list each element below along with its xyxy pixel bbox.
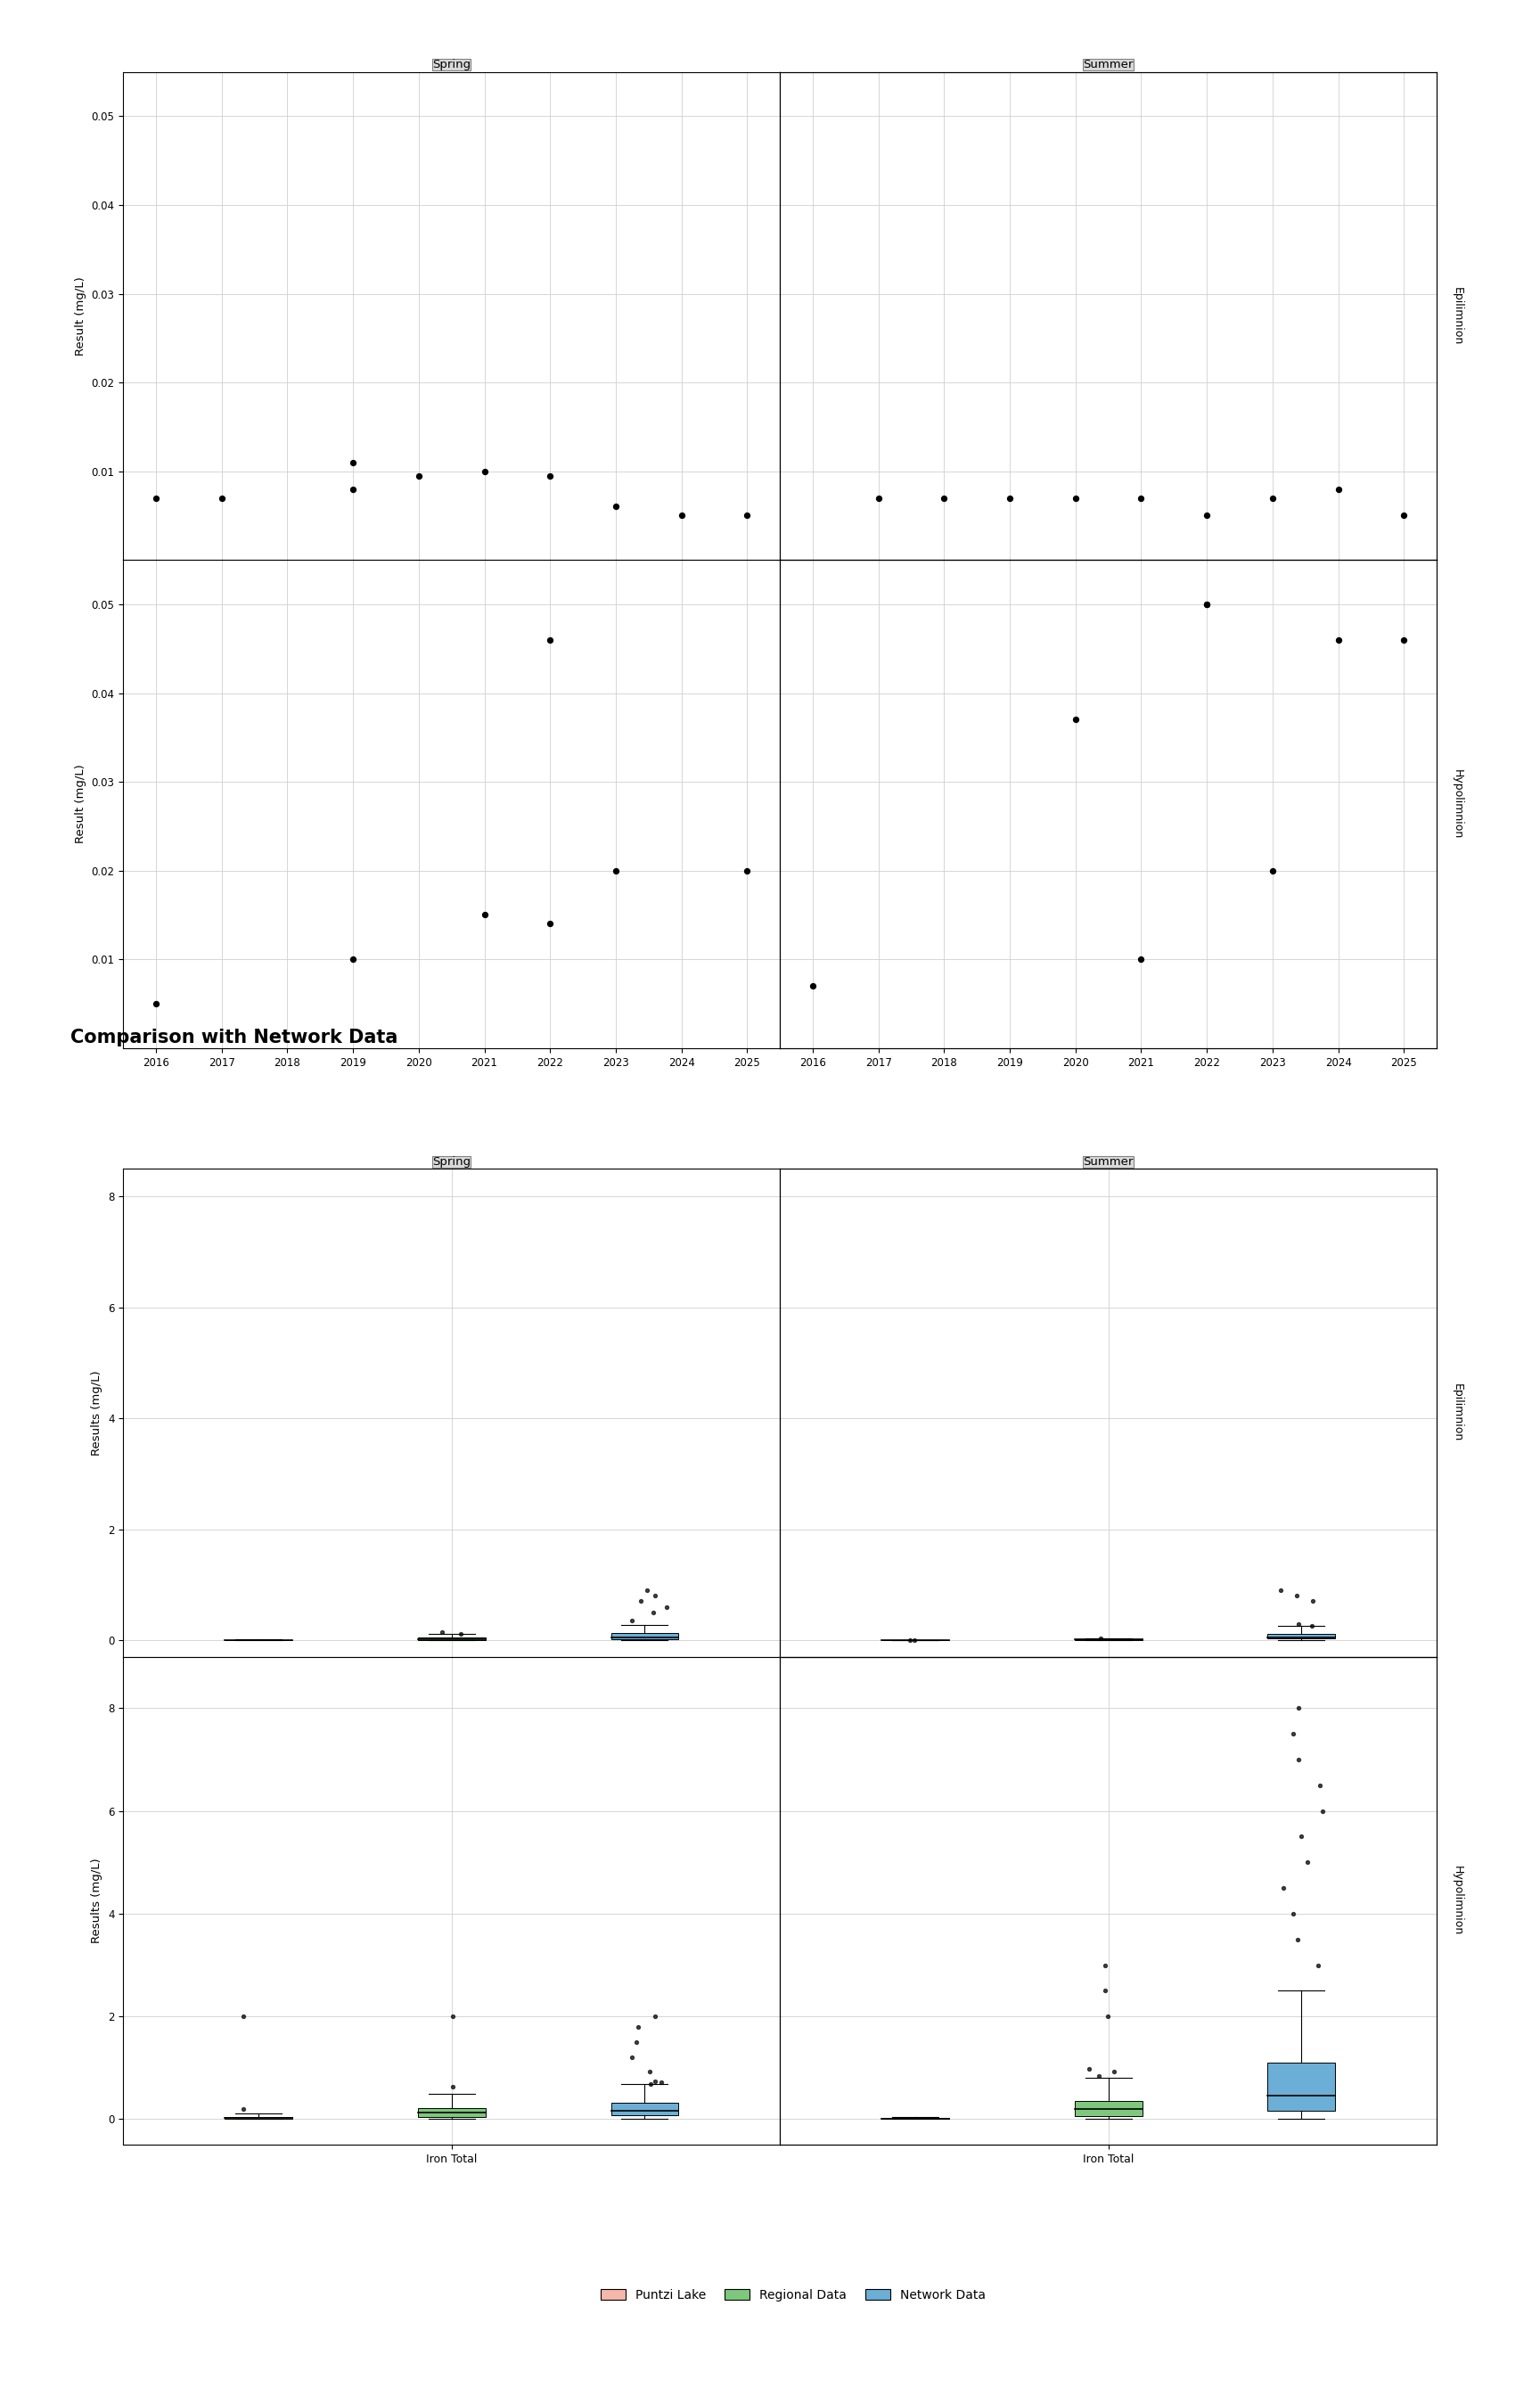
Point <box>340 939 365 978</box>
Point <box>1195 496 1220 534</box>
Point <box>604 486 628 525</box>
Point <box>340 443 365 482</box>
Y-axis label: Results (mg/L): Results (mg/L) <box>91 1371 103 1454</box>
Point <box>654 1589 679 1627</box>
Y-axis label: Hypolimnion: Hypolimnion <box>1452 769 1463 839</box>
Point <box>473 453 497 491</box>
Point <box>1076 2049 1101 2087</box>
Point <box>1103 2053 1127 2092</box>
Point <box>642 1998 667 2037</box>
Y-axis label: Epilimnion: Epilimnion <box>1452 1382 1463 1442</box>
Point <box>1286 1919 1311 1958</box>
Point <box>231 2089 256 2128</box>
Bar <box>1267 2063 1335 2111</box>
Point <box>1307 1766 1332 1804</box>
Legend: Puntzi Lake, Regional Data, Network Data: Puntzi Lake, Regional Data, Network Data <box>596 2283 990 2305</box>
Point <box>1286 1605 1311 1644</box>
Point <box>340 470 365 508</box>
Point <box>642 2063 667 2101</box>
Point <box>1306 1946 1331 1984</box>
Point <box>473 896 497 934</box>
Point <box>430 1613 454 1651</box>
Title: Spring: Spring <box>433 60 471 72</box>
Point <box>1195 585 1220 623</box>
Point <box>624 2022 648 2061</box>
Point <box>1300 1605 1324 1644</box>
Point <box>735 851 759 889</box>
Point <box>619 2039 644 2077</box>
Point <box>628 1581 653 1620</box>
Point <box>619 1603 644 1641</box>
Point <box>641 1593 665 1632</box>
Point <box>1093 1972 1118 2010</box>
Point <box>1280 1716 1304 1754</box>
Point <box>407 458 431 496</box>
Point <box>638 2053 662 2092</box>
Point <box>1326 621 1351 659</box>
Point <box>865 479 890 518</box>
Point <box>1311 1792 1335 1831</box>
Point <box>639 2065 664 2104</box>
Point <box>642 1577 667 1615</box>
Point <box>209 479 234 518</box>
Point <box>1089 1620 1113 1658</box>
Point <box>537 621 562 659</box>
Bar <box>611 2104 679 2116</box>
Title: Spring: Spring <box>433 1157 471 1167</box>
Point <box>1129 479 1153 518</box>
Point <box>440 1998 465 2037</box>
Title: Summer: Summer <box>1083 1157 1133 1167</box>
Point <box>1096 1998 1121 2037</box>
Point <box>634 1572 659 1610</box>
Point <box>1286 1739 1311 1778</box>
Point <box>1326 470 1351 508</box>
Point <box>1392 621 1417 659</box>
Y-axis label: Result (mg/L): Result (mg/L) <box>75 764 86 843</box>
Point <box>627 2008 651 2046</box>
Point <box>1289 1819 1314 1857</box>
Point <box>668 496 693 534</box>
Point <box>231 1998 256 2037</box>
Y-axis label: Hypolimnion: Hypolimnion <box>1452 1866 1463 1936</box>
Point <box>648 2063 673 2101</box>
Bar <box>1075 2101 1143 2116</box>
Point <box>1300 1581 1324 1620</box>
Y-axis label: Epilimnion: Epilimnion <box>1452 288 1463 345</box>
Title: Summer: Summer <box>1083 60 1133 72</box>
Point <box>1063 700 1087 738</box>
Point <box>1295 1843 1320 1881</box>
Point <box>1284 1577 1309 1615</box>
Point <box>1063 479 1087 518</box>
Point <box>998 479 1023 518</box>
Point <box>1269 1572 1294 1610</box>
Point <box>143 479 168 518</box>
Point <box>1093 1946 1118 1984</box>
Point <box>1260 851 1284 889</box>
Point <box>1286 1689 1311 1728</box>
Text: Comparison with Network Data: Comparison with Network Data <box>71 1028 397 1047</box>
Point <box>801 966 825 1004</box>
Point <box>1195 585 1220 623</box>
Bar <box>1267 1634 1335 1639</box>
Point <box>1272 1869 1297 1907</box>
Point <box>1260 479 1284 518</box>
Point <box>440 2068 465 2106</box>
Point <box>932 479 956 518</box>
Point <box>1129 939 1153 978</box>
Point <box>735 496 759 534</box>
Point <box>448 1615 473 1653</box>
Point <box>537 906 562 944</box>
Point <box>898 1620 922 1658</box>
Y-axis label: Result (mg/L): Result (mg/L) <box>75 276 86 355</box>
Point <box>143 985 168 1023</box>
Point <box>1086 2056 1110 2094</box>
Point <box>902 1620 927 1658</box>
Bar <box>611 1634 679 1639</box>
Y-axis label: Results (mg/L): Results (mg/L) <box>91 1859 103 1943</box>
Point <box>604 851 628 889</box>
Bar <box>417 2108 485 2118</box>
Point <box>1392 496 1417 534</box>
Point <box>1281 1895 1306 1934</box>
Point <box>537 458 562 496</box>
